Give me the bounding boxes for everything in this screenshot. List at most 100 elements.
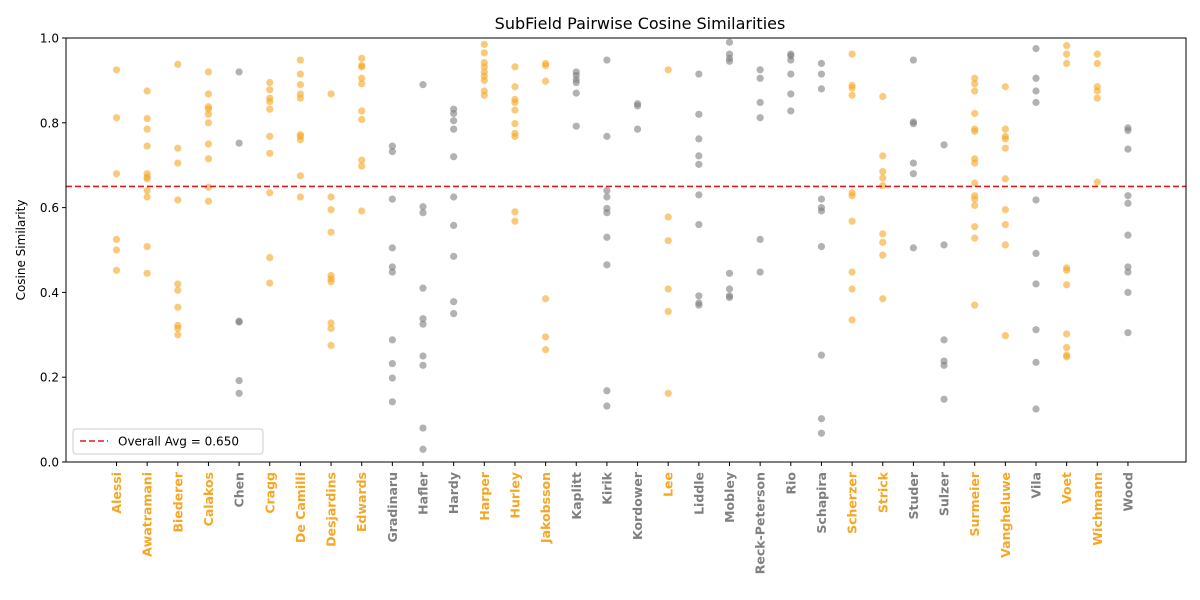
data-point: [1124, 199, 1132, 207]
plot-frame: [65, 37, 1187, 463]
data-point: [450, 252, 458, 260]
data-point: [725, 57, 734, 65]
data-point: [143, 243, 151, 251]
x-tick-label: Cragg: [262, 472, 277, 514]
data-point: [1063, 50, 1071, 58]
data-point: [756, 66, 764, 74]
data-point: [174, 280, 182, 288]
data-point: [235, 389, 243, 397]
data-point: [296, 56, 304, 64]
data-point: [848, 91, 856, 99]
data-point: [450, 298, 458, 306]
data-point: [1124, 263, 1132, 271]
y-tick-label: 0.6: [40, 201, 59, 215]
data-point: [1063, 343, 1071, 352]
data-point: [358, 74, 366, 82]
data-point: [450, 153, 458, 161]
data-point: [266, 254, 274, 262]
data-point: [542, 77, 550, 85]
data-point: [1032, 74, 1040, 82]
data-point: [1001, 220, 1009, 229]
data-point: [817, 59, 826, 68]
data-point: [388, 195, 396, 203]
data-points: [112, 38, 1132, 453]
data-point: [235, 376, 243, 385]
data-point: [1032, 249, 1040, 257]
data-point: [112, 170, 121, 178]
data-point: [664, 66, 672, 74]
data-point: [603, 193, 611, 201]
data-point: [1001, 125, 1009, 133]
data-point: [112, 66, 121, 74]
data-point: [266, 279, 274, 287]
data-point: [848, 268, 856, 276]
data-point: [725, 293, 734, 302]
data-point: [695, 110, 703, 118]
data-point: [174, 159, 182, 167]
data-point: [603, 261, 611, 269]
data-point: [756, 98, 764, 107]
x-tick-label: Mobley: [722, 472, 737, 523]
data-point: [327, 90, 335, 98]
data-point: [388, 263, 396, 271]
data-point: [940, 395, 948, 403]
data-point: [787, 107, 795, 115]
data-point: [817, 207, 826, 215]
data-point: [358, 162, 366, 170]
data-point: [174, 324, 182, 333]
data-point: [388, 398, 396, 406]
data-point: [511, 208, 519, 216]
data-point: [542, 61, 550, 70]
data-point: [695, 191, 703, 199]
data-point: [419, 315, 427, 323]
data-point: [419, 352, 427, 360]
x-tick-label: Alessi: [109, 472, 124, 514]
data-point: [266, 98, 274, 106]
data-point: [1124, 145, 1132, 153]
data-point: [388, 148, 396, 156]
data-point: [879, 152, 887, 160]
x-tick-label: Kaplitt: [569, 472, 584, 520]
data-point: [940, 141, 948, 149]
data-point: [787, 56, 795, 64]
data-point: [296, 193, 304, 201]
data-point: [511, 98, 519, 107]
data-point: [204, 105, 213, 113]
data-point: [204, 90, 213, 98]
legend: Overall Avg = 0.650: [72, 428, 264, 455]
data-point: [358, 207, 366, 215]
data-point: [664, 237, 672, 245]
data-point: [971, 301, 979, 309]
data-point: [388, 374, 396, 382]
data-point: [848, 285, 856, 293]
data-point: [388, 360, 396, 368]
data-point: [633, 125, 642, 133]
data-point: [358, 107, 366, 115]
data-point: [756, 268, 764, 276]
data-point: [848, 192, 856, 200]
legend-label: Overall Avg = 0.650: [118, 435, 239, 449]
data-point: [1093, 178, 1101, 186]
data-point: [112, 235, 121, 243]
x-tick-label: Wichmann: [1090, 472, 1105, 546]
data-point: [419, 203, 427, 211]
x-tick-label: Awatramani: [140, 472, 155, 557]
data-point: [327, 319, 335, 327]
data-point: [235, 139, 243, 147]
data-point: [511, 132, 519, 140]
data-point: [971, 159, 979, 167]
data-point: [817, 243, 826, 251]
data-point: [603, 56, 611, 64]
data-point: [603, 233, 611, 241]
y-tick-label: 0.8: [40, 116, 59, 130]
x-tick-label: Chen: [232, 472, 247, 507]
x-tick-label: Calakos: [201, 472, 216, 526]
data-point: [266, 189, 274, 197]
data-point: [419, 209, 427, 217]
x-tick-label: Harper: [477, 471, 492, 520]
data-point: [879, 230, 887, 238]
x-tick-label: Voet: [1059, 472, 1074, 504]
data-point: [358, 80, 366, 88]
data-point: [940, 361, 948, 369]
data-point: [174, 60, 182, 68]
